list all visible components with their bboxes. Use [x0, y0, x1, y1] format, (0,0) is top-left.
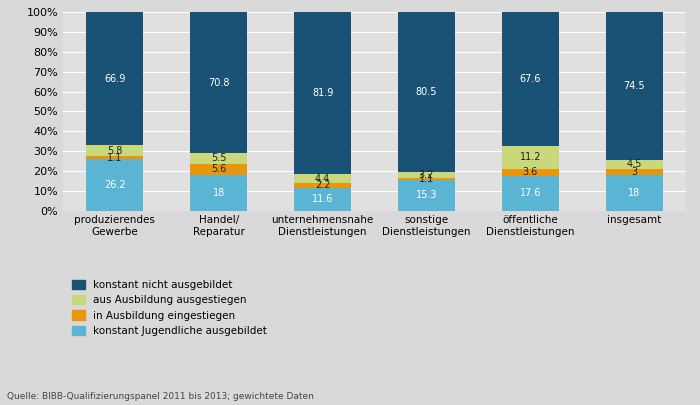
- Text: 4.5: 4.5: [626, 160, 642, 169]
- Text: 15.3: 15.3: [416, 190, 438, 200]
- Bar: [502, 176, 559, 211]
- Text: Quelle: BIBB-Qualifizierungspanel 2011 bis 2013; gewichtete Daten: Quelle: BIBB-Qualifizierungspanel 2011 b…: [7, 392, 314, 401]
- Text: 80.5: 80.5: [416, 87, 438, 97]
- Bar: [190, 12, 247, 153]
- Text: 5.8: 5.8: [107, 146, 122, 156]
- Bar: [190, 175, 247, 211]
- Text: 66.9: 66.9: [104, 74, 125, 83]
- Bar: [606, 160, 663, 169]
- Bar: [86, 145, 144, 156]
- Bar: [502, 146, 559, 168]
- Text: 3.2: 3.2: [419, 170, 434, 180]
- Text: 11.6: 11.6: [312, 194, 333, 204]
- Bar: [502, 12, 559, 146]
- Bar: [606, 175, 663, 211]
- Bar: [86, 156, 144, 159]
- Bar: [294, 188, 351, 211]
- Bar: [86, 159, 144, 211]
- Bar: [606, 12, 663, 160]
- Bar: [190, 164, 247, 175]
- Text: 74.5: 74.5: [623, 81, 645, 91]
- Bar: [86, 12, 144, 145]
- Bar: [398, 178, 455, 180]
- Bar: [398, 12, 455, 172]
- Text: 5.5: 5.5: [211, 153, 227, 163]
- Legend: konstant nicht ausgebildet, aus Ausbildung ausgestiegen, in Ausbildung eingestie: konstant nicht ausgebildet, aus Ausbildu…: [68, 275, 272, 340]
- Bar: [294, 183, 351, 188]
- Bar: [606, 169, 663, 175]
- Text: 4.4: 4.4: [315, 174, 330, 184]
- Text: 18: 18: [213, 188, 225, 198]
- Text: 70.8: 70.8: [208, 78, 230, 87]
- Text: 11.2: 11.2: [519, 152, 541, 162]
- Bar: [190, 153, 247, 164]
- Bar: [502, 168, 559, 176]
- Text: 18: 18: [628, 188, 640, 198]
- Text: 1.1: 1.1: [419, 174, 434, 184]
- Text: 3.6: 3.6: [523, 167, 538, 177]
- Text: 67.6: 67.6: [519, 74, 541, 84]
- Bar: [294, 12, 351, 175]
- Bar: [398, 180, 455, 211]
- Text: 5.6: 5.6: [211, 164, 226, 174]
- Text: 26.2: 26.2: [104, 179, 126, 190]
- Bar: [398, 172, 455, 178]
- Text: 2.2: 2.2: [315, 180, 330, 190]
- Text: 1.1: 1.1: [107, 153, 122, 162]
- Text: 3: 3: [631, 167, 637, 177]
- Text: 81.9: 81.9: [312, 88, 333, 98]
- Text: 17.6: 17.6: [519, 188, 541, 198]
- Bar: [294, 175, 351, 183]
